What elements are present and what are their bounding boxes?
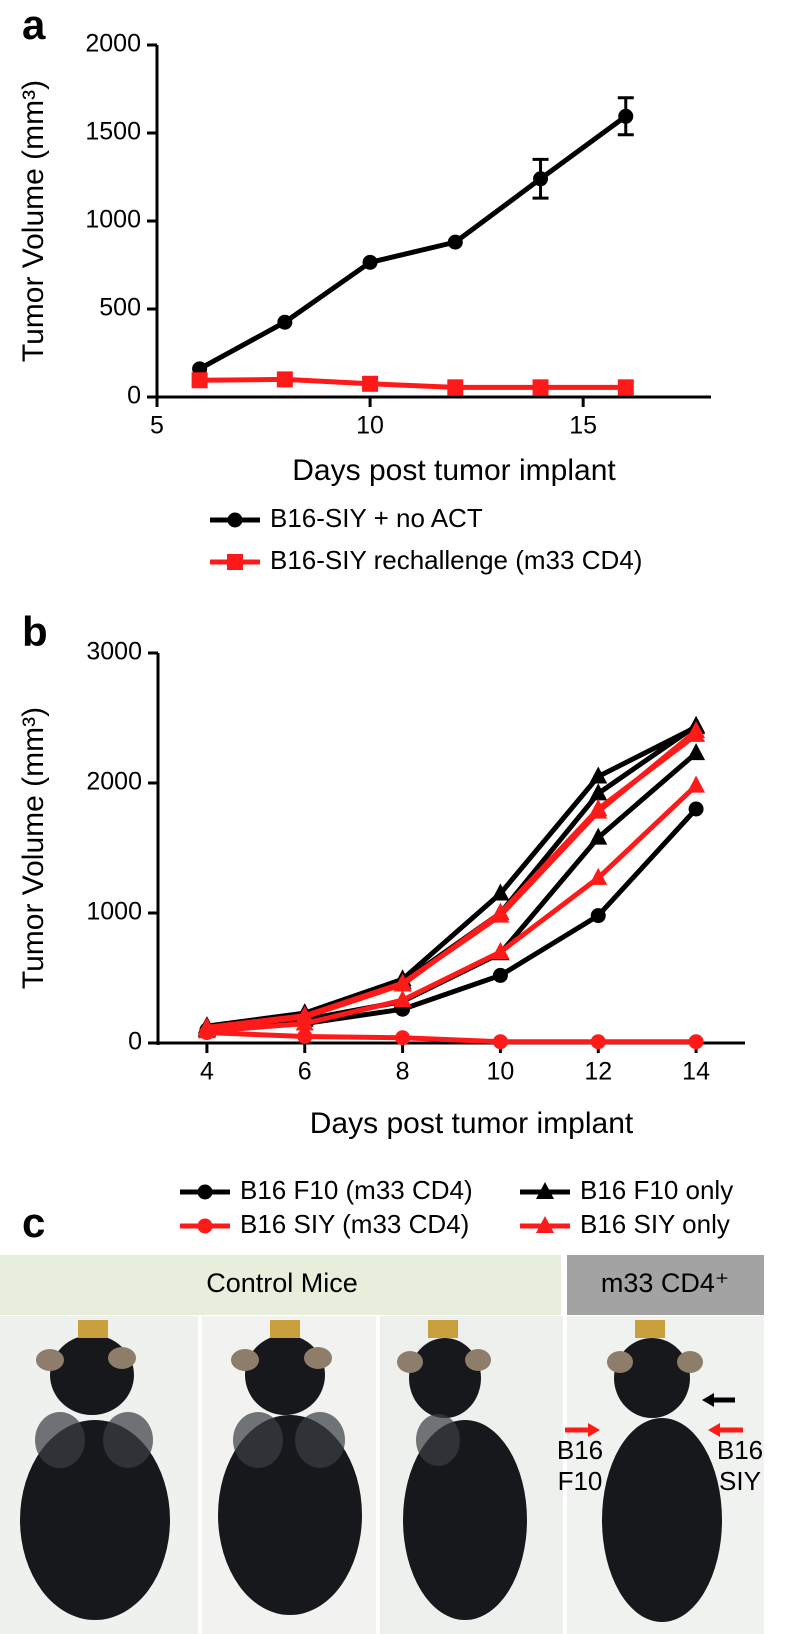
- header-control: [0, 1255, 561, 1315]
- legend-marker: [536, 1216, 554, 1233]
- series-line: [199, 376, 626, 390]
- series-line: [206, 1030, 697, 1045]
- panel-letter: c: [22, 1199, 45, 1246]
- legend-label: B16-SIY rechallenge (m33 CD4): [270, 545, 642, 575]
- legend-marker: [536, 1182, 554, 1199]
- legend-marker: [227, 512, 243, 528]
- data-point: [687, 775, 706, 793]
- data-point: [393, 973, 412, 991]
- x-tick-label: 4: [200, 1058, 214, 1086]
- x-tick-label: 6: [298, 1058, 312, 1086]
- data-point: [688, 801, 704, 817]
- data-point: [295, 1005, 314, 1023]
- error-bar: [532, 157, 549, 200]
- y-tick-label: 2000: [85, 30, 141, 58]
- arrow-label: B16: [717, 1435, 763, 1465]
- y-tick-label: 0: [128, 1028, 142, 1056]
- data-point: [362, 254, 378, 270]
- series-line: [206, 783, 698, 1034]
- data-point: [589, 783, 608, 801]
- x-tick-label: 14: [682, 1058, 710, 1086]
- data-point: [447, 234, 463, 250]
- legend-marker: [227, 554, 243, 570]
- series-line: [198, 114, 628, 372]
- series-line: [206, 807, 698, 1033]
- legend-label: B16 SIY (m33 CD4): [240, 1209, 469, 1239]
- x-tick-label: 5: [150, 412, 164, 440]
- series-line: [206, 723, 698, 1032]
- header-treated: [567, 1255, 764, 1315]
- panel-letter: b: [22, 608, 48, 655]
- y-tick-label: 3000: [86, 638, 142, 666]
- data-point: [590, 908, 606, 924]
- data-point: [687, 721, 706, 738]
- data-point: [297, 1029, 313, 1044]
- legend-marker: [197, 1184, 213, 1200]
- data-point: [447, 379, 464, 396]
- x-tick-label: 12: [584, 1058, 612, 1086]
- data-point: [589, 867, 608, 885]
- data-point: [277, 314, 293, 330]
- x-tick-label: 8: [396, 1058, 410, 1086]
- data-point: [393, 990, 412, 1008]
- y-tick-label: 500: [99, 294, 141, 322]
- legend-label: B16 F10 only: [580, 1175, 733, 1205]
- header-label: Control Mice: [206, 1268, 358, 1298]
- legend-label: B16 SIY only: [580, 1209, 730, 1239]
- data-point: [491, 942, 510, 959]
- x-axis-title: Days post tumor implant: [292, 454, 616, 487]
- data-point: [590, 1034, 606, 1050]
- y-axis-title: Tumor Volume (mm³): [17, 707, 50, 989]
- y-axis-title: Tumor Volume (mm³): [17, 80, 50, 362]
- data-point: [362, 375, 379, 392]
- data-point: [492, 1034, 508, 1050]
- x-tick-label: 10: [487, 1058, 515, 1086]
- data-point: [589, 827, 608, 845]
- data-point: [589, 801, 608, 819]
- legend-label: B16-SIY + no ACT: [270, 503, 483, 533]
- arrow-label: SIY: [719, 1466, 761, 1496]
- data-point: [687, 743, 706, 761]
- data-point: [395, 1030, 411, 1046]
- x-tick-label: 10: [356, 412, 384, 440]
- data-point: [617, 379, 634, 396]
- data-point: [491, 883, 510, 901]
- series-line: [206, 729, 698, 1030]
- data-point: [191, 372, 208, 389]
- data-point: [492, 967, 508, 983]
- legend-label: B16 F10 (m33 CD4): [240, 1175, 473, 1205]
- arrow-label: F10: [558, 1466, 603, 1496]
- data-point: [197, 1017, 216, 1035]
- data-point: [688, 1034, 704, 1050]
- header-label: m33 CD4⁺: [601, 1268, 729, 1298]
- data-point: [532, 379, 549, 396]
- photos: [0, 1316, 764, 1634]
- data-point: [276, 371, 293, 388]
- data-point: [589, 766, 608, 784]
- legend-marker: [197, 1218, 213, 1234]
- y-tick-label: 2000: [86, 768, 142, 796]
- arrow-label: B16: [557, 1435, 603, 1465]
- y-tick-label: 1500: [85, 118, 141, 146]
- y-tick-label: 1000: [85, 206, 141, 234]
- y-tick-label: 0: [127, 382, 141, 410]
- panel-letter: a: [22, 1, 46, 48]
- x-axis-title: Days post tumor implant: [310, 1107, 634, 1140]
- x-tick-label: 15: [569, 412, 597, 440]
- series-line: [206, 724, 698, 1029]
- y-tick-label: 1000: [86, 898, 142, 926]
- data-point: [491, 905, 510, 923]
- error-bar: [617, 96, 634, 137]
